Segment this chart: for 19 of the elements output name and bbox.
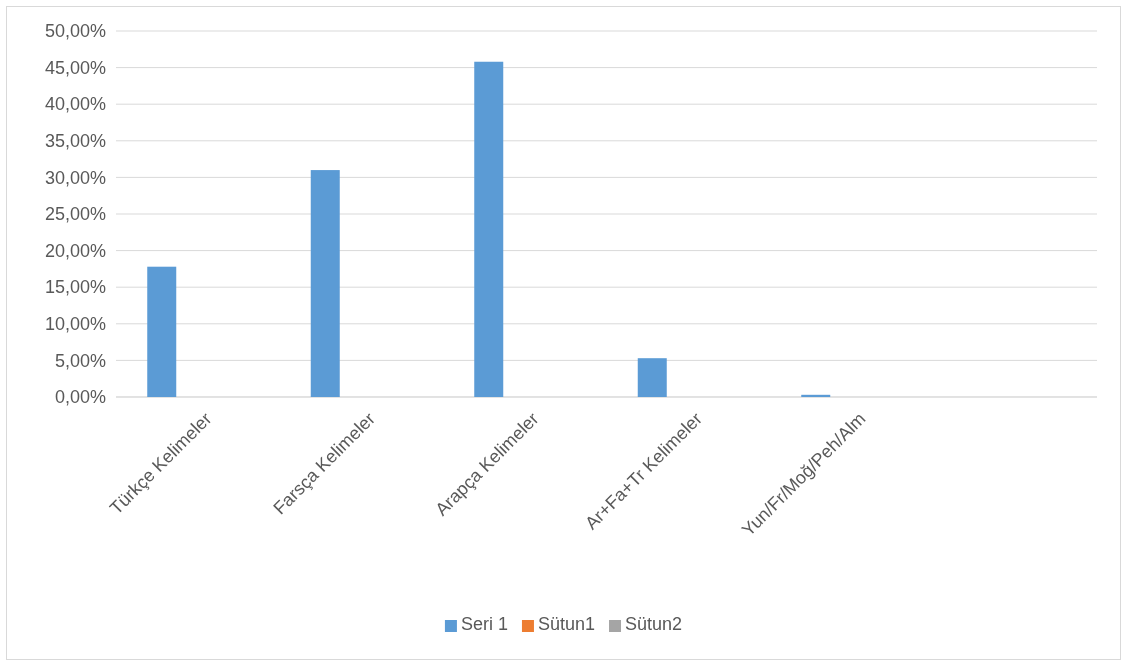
bar bbox=[147, 266, 177, 397]
bar bbox=[474, 61, 504, 397]
y-tick-label: 35,00% bbox=[44, 131, 106, 152]
y-tick-label: 15,00% bbox=[44, 277, 106, 298]
legend-label: Seri 1 bbox=[460, 614, 508, 634]
bar bbox=[310, 170, 340, 397]
legend-label: Sütun2 bbox=[625, 614, 683, 634]
y-tick-label: 30,00% bbox=[44, 167, 106, 188]
y-tick-label: 0,00% bbox=[54, 387, 106, 408]
bar bbox=[637, 358, 667, 397]
legend-label: Sütun1 bbox=[537, 614, 596, 634]
y-tick-label: 25,00% bbox=[44, 204, 106, 225]
y-tick-label: 40,00% bbox=[44, 94, 106, 115]
y-tick-label: 20,00% bbox=[44, 240, 106, 261]
y-tick-label: 5,00% bbox=[54, 350, 106, 371]
y-tick-label: 45,00% bbox=[44, 57, 106, 78]
bar bbox=[801, 394, 831, 397]
y-tick-label: 50,00% bbox=[44, 21, 106, 42]
y-tick-label: 10,00% bbox=[44, 314, 106, 335]
